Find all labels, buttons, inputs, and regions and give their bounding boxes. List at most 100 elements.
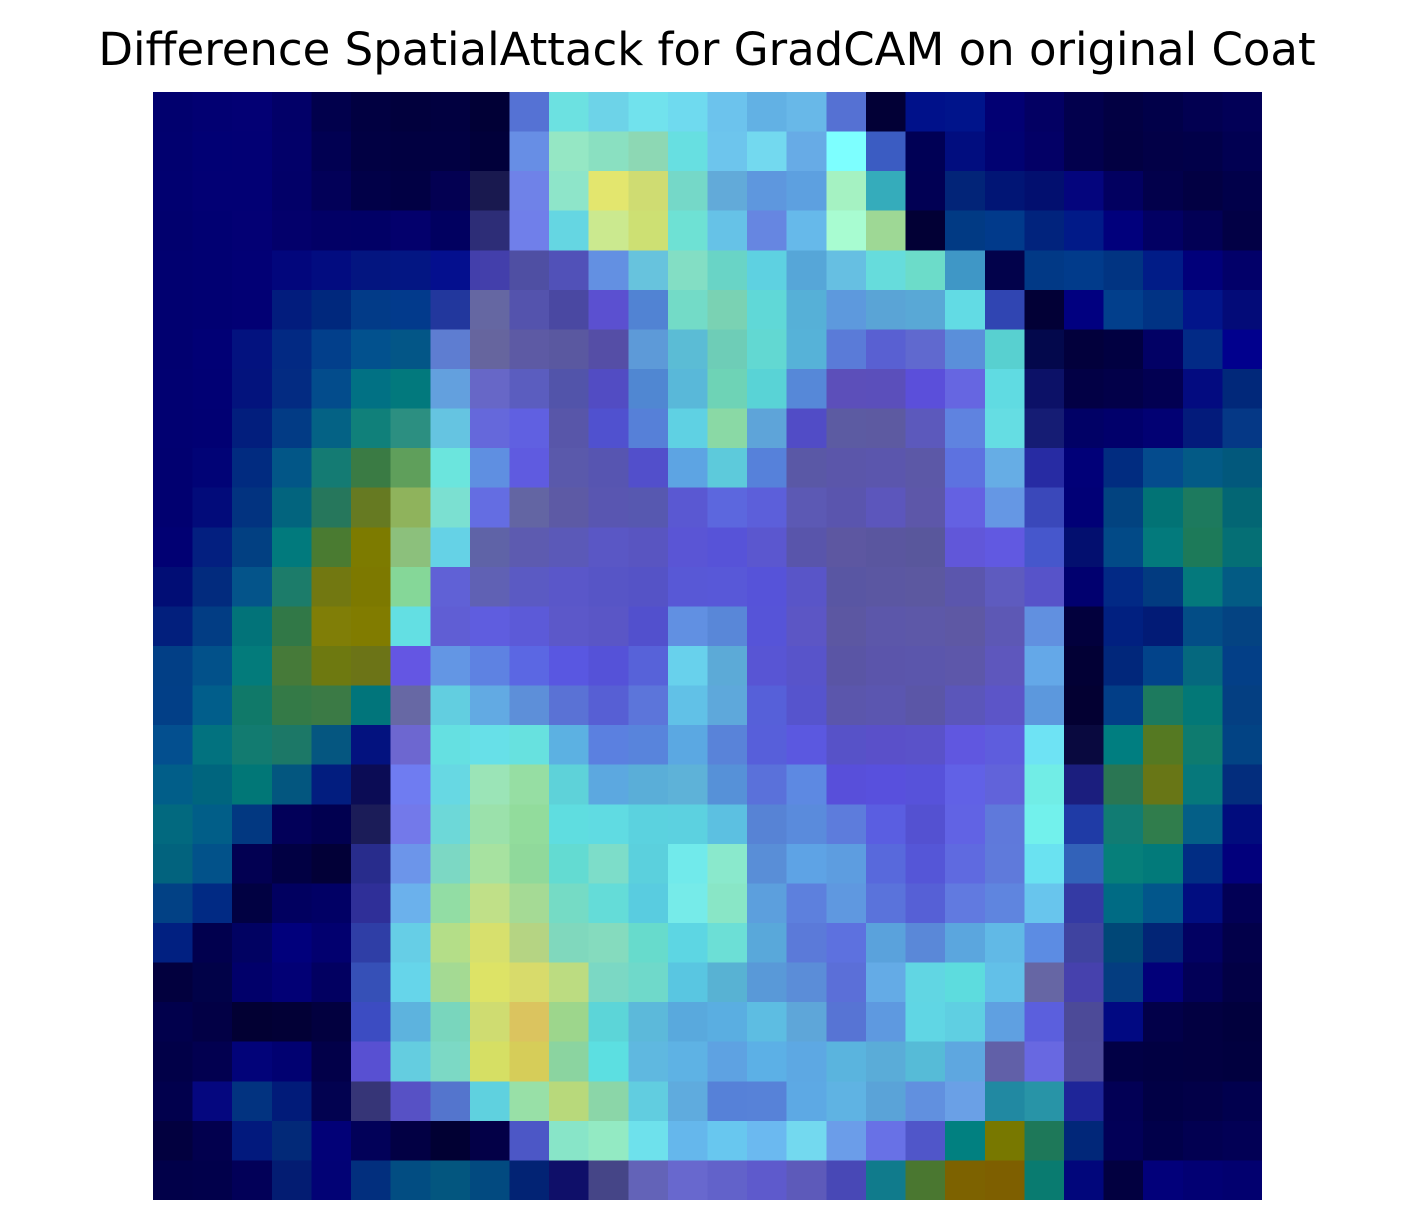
gradcam-heatmap-image [153, 92, 1262, 1200]
heatmap-cell [1182, 487, 1224, 529]
heatmap-cell [351, 210, 392, 252]
heatmap-cell [588, 606, 630, 647]
heatmap-cell [549, 527, 590, 568]
heatmap-cell [1063, 250, 1105, 291]
heatmap-cell [351, 566, 392, 608]
heatmap-cell [826, 764, 867, 806]
heatmap-cell [628, 210, 669, 252]
heatmap-cell [192, 685, 234, 726]
heatmap-cell [509, 725, 550, 766]
heatmap-cell [786, 1120, 828, 1162]
heatmap-cell [707, 448, 748, 489]
heatmap-cell [271, 725, 313, 766]
heatmap-cell [469, 1160, 511, 1200]
heatmap-cell [430, 1081, 471, 1122]
heatmap-cell [826, 250, 867, 291]
heatmap-cell [707, 329, 748, 370]
heatmap-cell [549, 448, 590, 489]
heatmap-cell [509, 804, 550, 845]
heatmap-cell [588, 448, 630, 489]
heatmap-cell [945, 369, 986, 410]
heatmap-cell [865, 92, 907, 133]
heatmap-cell [628, 92, 669, 133]
heatmap-cell [945, 843, 986, 885]
heatmap-cell [786, 1002, 828, 1043]
heatmap-cell [984, 923, 1026, 964]
heatmap-cell [1063, 725, 1105, 766]
heatmap-cell [1024, 131, 1065, 172]
heatmap-cell [747, 606, 788, 647]
heatmap-cell [549, 171, 590, 212]
heatmap-cell [707, 606, 748, 647]
heatmap-cell [945, 92, 986, 133]
heatmap-cell [192, 764, 234, 806]
heatmap-cell [1024, 171, 1065, 212]
heatmap-cell [747, 923, 788, 964]
heatmap-cell [390, 171, 432, 212]
heatmap-cell [588, 764, 630, 806]
heatmap-cell [984, 962, 1026, 1003]
heatmap-cell [905, 210, 946, 252]
heatmap-cell [786, 1081, 828, 1122]
heatmap-cell [707, 843, 748, 885]
heatmap-cell [153, 1160, 194, 1200]
heatmap-cell [390, 1120, 432, 1162]
heatmap-cell [1024, 369, 1065, 410]
heatmap-cell [271, 131, 313, 172]
heatmap-cell [707, 566, 748, 608]
heatmap-cell [1222, 685, 1262, 726]
heatmap-cell [1063, 843, 1105, 885]
heatmap-cell [271, 923, 313, 964]
heatmap-cell [311, 250, 352, 291]
heatmap-cell [945, 1081, 986, 1122]
heatmap-cell [707, 1002, 748, 1043]
heatmap-cell [271, 487, 313, 529]
heatmap-cell [984, 843, 1026, 885]
heatmap-cell [469, 725, 511, 766]
heatmap-cell [351, 329, 392, 370]
heatmap-cell [826, 131, 867, 172]
heatmap-cell [1063, 448, 1105, 489]
heatmap-cell [1143, 566, 1184, 608]
heatmap-cell [747, 764, 788, 806]
heatmap-cell [153, 92, 194, 133]
heatmap-cell [1222, 566, 1262, 608]
heatmap-cell [707, 289, 748, 331]
heatmap-cell [707, 1081, 748, 1122]
heatmap-cell [311, 725, 352, 766]
heatmap-cell [430, 883, 471, 924]
heatmap-cell [826, 804, 867, 845]
heatmap-cell [786, 725, 828, 766]
heatmap-cell [509, 764, 550, 806]
heatmap-cell [1103, 764, 1144, 806]
heatmap-cell [826, 962, 867, 1003]
heatmap-cell [232, 566, 273, 608]
heatmap-cell [1182, 1002, 1224, 1043]
heatmap-cell [984, 289, 1026, 331]
heatmap-cell [707, 369, 748, 410]
heatmap-cell [1222, 171, 1262, 212]
heatmap-cell [469, 408, 511, 449]
heatmap-cell [865, 843, 907, 885]
heatmap-cell [1143, 369, 1184, 410]
heatmap-cell [192, 843, 234, 885]
heatmap-cell [747, 804, 788, 845]
heatmap-cell [667, 843, 709, 885]
heatmap-cell [826, 725, 867, 766]
heatmap-cell [1024, 606, 1065, 647]
heatmap-cell [469, 883, 511, 924]
heatmap-cell [865, 764, 907, 806]
heatmap-cell [153, 804, 194, 845]
heatmap-cell [1103, 487, 1144, 529]
heatmap-cell [747, 843, 788, 885]
heatmap-cell [153, 289, 194, 331]
heatmap-cell [153, 883, 194, 924]
heatmap-cell [667, 448, 709, 489]
heatmap-cell [786, 962, 828, 1003]
heatmap-cell [390, 962, 432, 1003]
heatmap-cell [984, 646, 1026, 687]
heatmap-cell [905, 1081, 946, 1122]
heatmap-cell [192, 527, 234, 568]
heatmap-cell [1143, 843, 1184, 885]
heatmap-cell [865, 408, 907, 449]
